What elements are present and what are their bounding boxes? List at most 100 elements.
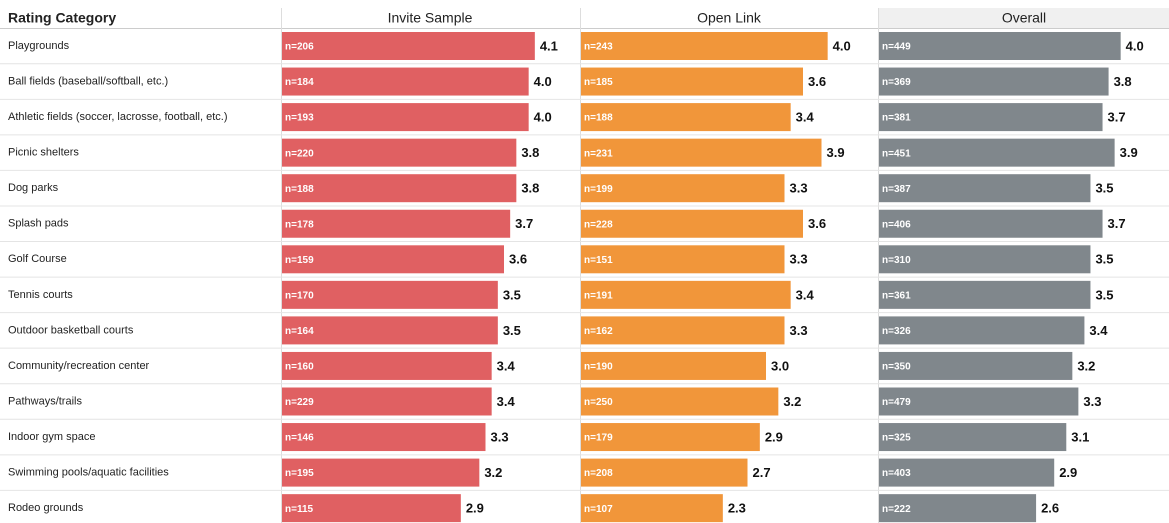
bar bbox=[879, 423, 1067, 452]
n-label: n=164 bbox=[285, 326, 314, 337]
n-label: n=115 bbox=[285, 504, 314, 515]
n-label: n=449 bbox=[882, 42, 911, 53]
bar bbox=[879, 280, 1091, 309]
bar bbox=[581, 67, 803, 96]
n-label: n=188 bbox=[285, 184, 314, 195]
bar bbox=[282, 316, 498, 345]
bar bbox=[581, 458, 748, 487]
value-label: 3.3 bbox=[790, 181, 808, 196]
value-label: 2.9 bbox=[466, 501, 484, 516]
panel-header: Open Link bbox=[697, 10, 762, 26]
value-label: 4.0 bbox=[1126, 38, 1144, 53]
category-label: Playgrounds bbox=[8, 40, 70, 52]
bar bbox=[879, 174, 1091, 203]
category-label: Community/recreation center bbox=[8, 360, 150, 372]
n-label: n=179 bbox=[584, 433, 613, 444]
n-label: n=190 bbox=[584, 362, 613, 373]
value-label: 3.5 bbox=[503, 323, 521, 338]
value-label: 3.7 bbox=[515, 216, 533, 231]
value-label: 3.6 bbox=[509, 252, 527, 267]
bar bbox=[282, 174, 517, 203]
bar bbox=[282, 67, 529, 96]
value-label: 2.6 bbox=[1041, 501, 1059, 516]
bar bbox=[282, 458, 480, 487]
bar bbox=[879, 32, 1121, 60]
value-label: 3.3 bbox=[790, 323, 808, 338]
n-label: n=159 bbox=[285, 255, 314, 266]
value-label: 3.7 bbox=[1108, 110, 1126, 125]
bar bbox=[581, 32, 828, 60]
value-label: 3.1 bbox=[1071, 429, 1089, 444]
n-label: n=220 bbox=[285, 148, 314, 159]
n-label: n=229 bbox=[285, 397, 314, 408]
n-label: n=326 bbox=[882, 326, 911, 337]
bar bbox=[282, 280, 498, 309]
n-label: n=160 bbox=[285, 362, 314, 373]
n-label: n=195 bbox=[285, 468, 314, 479]
n-label: n=479 bbox=[882, 397, 911, 408]
bar bbox=[581, 423, 760, 452]
n-label: n=403 bbox=[882, 468, 911, 479]
n-label: n=208 bbox=[584, 468, 613, 479]
n-label: n=188 bbox=[584, 113, 613, 124]
n-label: n=406 bbox=[882, 219, 911, 230]
panel-header: Invite Sample bbox=[388, 10, 473, 26]
bar bbox=[282, 209, 511, 238]
bar bbox=[282, 494, 461, 523]
value-label: 3.5 bbox=[503, 287, 521, 302]
bar bbox=[879, 351, 1073, 380]
category-label: Outdoor basketball courts bbox=[8, 324, 134, 336]
n-label: n=325 bbox=[882, 433, 911, 444]
bar bbox=[879, 67, 1109, 96]
value-label: 3.2 bbox=[484, 465, 502, 480]
value-label: 4.1 bbox=[540, 38, 558, 53]
n-label: n=107 bbox=[584, 504, 613, 515]
value-label: 3.4 bbox=[796, 110, 815, 125]
value-label: 3.0 bbox=[771, 358, 789, 373]
n-label: n=146 bbox=[285, 433, 314, 444]
n-label: n=350 bbox=[882, 362, 911, 373]
n-label: n=369 bbox=[882, 77, 911, 88]
value-label: 3.5 bbox=[1095, 252, 1113, 267]
bar bbox=[879, 458, 1055, 487]
bar bbox=[581, 138, 822, 167]
category-header: Rating Category bbox=[8, 10, 116, 26]
n-label: n=199 bbox=[584, 184, 613, 195]
value-label: 3.2 bbox=[1077, 358, 1095, 373]
value-label: 3.8 bbox=[1114, 74, 1132, 89]
value-label: 3.4 bbox=[1089, 323, 1108, 338]
category-label: Rodeo grounds bbox=[8, 502, 84, 514]
value-label: 3.8 bbox=[521, 145, 539, 160]
value-label: 3.6 bbox=[808, 74, 826, 89]
category-label: Picnic shelters bbox=[8, 147, 79, 159]
category-label: Ball fields (baseball/softball, etc.) bbox=[8, 75, 168, 87]
header-bg bbox=[879, 8, 1169, 28]
category-label: Athletic fields (soccer, lacrosse, footb… bbox=[8, 111, 227, 123]
value-label: 2.9 bbox=[765, 429, 783, 444]
value-label: 2.7 bbox=[753, 465, 771, 480]
bar bbox=[581, 351, 766, 380]
n-label: n=222 bbox=[882, 504, 911, 515]
bar bbox=[581, 280, 791, 309]
bar bbox=[581, 387, 779, 416]
bar bbox=[581, 209, 803, 238]
value-label: 3.2 bbox=[783, 394, 801, 409]
bar bbox=[282, 32, 535, 60]
value-label: 3.5 bbox=[1095, 181, 1113, 196]
bar bbox=[581, 316, 785, 345]
value-label: 3.9 bbox=[1120, 145, 1138, 160]
n-label: n=151 bbox=[584, 255, 613, 266]
n-label: n=228 bbox=[584, 219, 613, 230]
value-label: 2.9 bbox=[1059, 465, 1077, 480]
bar bbox=[581, 103, 791, 132]
n-label: n=243 bbox=[584, 42, 613, 53]
bar bbox=[581, 245, 785, 274]
panel-header: Overall bbox=[1002, 10, 1046, 26]
bar bbox=[282, 138, 517, 167]
value-label: 3.4 bbox=[497, 358, 516, 373]
bar bbox=[581, 174, 785, 203]
category-label: Tennis courts bbox=[8, 289, 73, 301]
category-label: Splash pads bbox=[8, 218, 69, 230]
n-label: n=361 bbox=[882, 290, 911, 301]
